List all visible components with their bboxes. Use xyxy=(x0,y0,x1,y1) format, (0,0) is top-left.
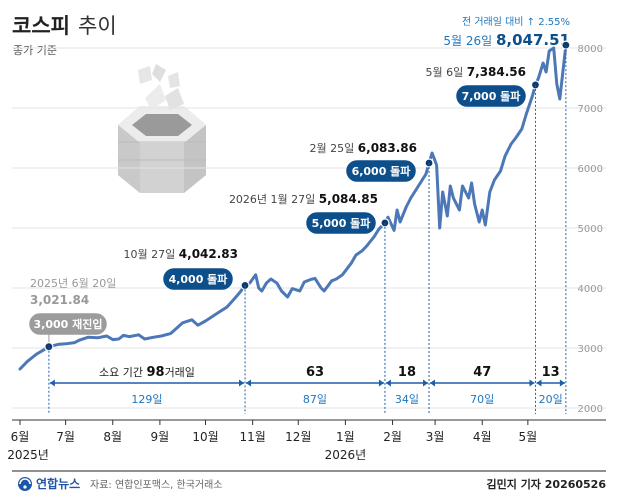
period-arrowhead xyxy=(385,379,391,387)
footer-source: 자료: 연합인포맥스, 한국거래소 xyxy=(90,479,223,491)
period-calendar-days: 87일 xyxy=(303,392,327,406)
annotations: 2025년 6월 20일 3,021.84 3,000 재진입 10월 27일 4,0… xyxy=(29,16,571,352)
period-trading-days: 13 xyxy=(542,365,560,380)
y-tick-label: 6000 xyxy=(578,164,603,175)
period-arrowhead xyxy=(239,379,245,387)
period-arrowhead xyxy=(529,379,535,387)
period-arrowhead xyxy=(423,379,429,387)
period-trading-days: 63 xyxy=(306,365,324,380)
annot-pill-gray-bg xyxy=(29,313,107,335)
y-tick-label: 2000 xyxy=(578,404,603,415)
annot-text-4: 5월 6일 7,384.56 xyxy=(426,65,526,79)
period-trading-days: 47 xyxy=(473,365,491,380)
x-axis: 6월 7월 8월 9월 10월 11월 12월 1월 2월 3월 4월 5월 2025년 2026년 xyxy=(7,419,606,462)
illustration-box-icon xyxy=(118,64,206,193)
annot-pill-4-bg xyxy=(456,85,526,107)
y-tick-label: 3000 xyxy=(578,344,603,355)
title-light: 추이 xyxy=(78,14,117,38)
title-bold: 코스피 xyxy=(12,14,70,38)
y-tick-label: 7000 xyxy=(578,104,603,115)
footer-credit: 김민지 기자 20260526 xyxy=(487,477,607,491)
x-year-label: 2026년 xyxy=(325,448,367,462)
kospi-line xyxy=(18,43,568,371)
final-value-label: 5월 26일 8,047.51 xyxy=(443,31,570,49)
annot-date-label: 2025년 6월 20일 xyxy=(30,276,116,290)
period-calendar-days: 70일 xyxy=(470,392,494,406)
final-change-note: 전 거래일 대비 ↑ 2.55% xyxy=(462,16,570,28)
x-tick-label: 9월 xyxy=(151,430,170,444)
x-tick-label: 8월 xyxy=(103,430,122,444)
y-grid xyxy=(12,47,606,409)
period-trading-days: 18 xyxy=(398,365,416,380)
period-bars: 소요 기간 98거래일 129일 63 87일 18 34일 47 70일 13 20일 xyxy=(48,45,567,414)
annot-text-3: 2월 25일 6,083.86 xyxy=(310,141,417,155)
x-tick-label: 1월 xyxy=(336,430,355,444)
x-tick-label: 6월 xyxy=(11,430,30,444)
x-tick-label: 7월 xyxy=(56,430,75,444)
x-tick-label: 4월 xyxy=(473,430,492,444)
period-arrowhead xyxy=(559,379,565,387)
y-tick-label: 5000 xyxy=(578,224,603,235)
x-tick-label: 12월 xyxy=(285,430,311,444)
yonhap-logo-icon xyxy=(18,477,32,491)
period-arrowhead xyxy=(49,379,55,387)
y-tick-label: 4000 xyxy=(578,284,603,295)
x-tick-label: 5월 xyxy=(519,430,538,444)
x-tick-label: 10월 xyxy=(192,430,218,444)
annot-pill-1: 4,000 돌파 xyxy=(169,272,229,286)
subtitle: 종가 기준 xyxy=(13,44,57,57)
period-calendar-days: 34일 xyxy=(395,392,419,406)
annot-value: 3,021.84 xyxy=(30,293,89,307)
annot-text-2: 2026년 1월 27일 5,084.85 xyxy=(229,192,378,206)
x-year-label: 2025년 xyxy=(7,448,49,462)
annot-pill-gray: 3,000 재진입 xyxy=(34,317,103,331)
annot-text-1: 10월 27일 4,042.83 xyxy=(124,247,238,261)
period-arrowhead xyxy=(378,379,384,387)
footer-logo: 연합뉴스 xyxy=(36,476,80,491)
y-tick-label: 8000 xyxy=(578,44,603,55)
annot-pill-2: 5,000 돌파 xyxy=(312,216,372,230)
x-tick-label: 11월 xyxy=(239,430,265,444)
annot-pill-2-bg xyxy=(306,212,376,234)
period-arrowhead xyxy=(536,379,542,387)
annot-pill-3: 6,000 돌파 xyxy=(352,164,412,178)
y-axis-labels: 2000 3000 4000 5000 6000 7000 8000 xyxy=(578,44,603,415)
annot-pill-4: 7,000 돌파 xyxy=(462,89,522,103)
period-arrowhead xyxy=(430,379,436,387)
annot-pill-3-bg xyxy=(346,160,416,182)
x-tick-label: 2월 xyxy=(383,430,402,444)
period-calendar-days: 20일 xyxy=(539,392,563,406)
x-tick-label: 3월 xyxy=(426,430,445,444)
annot-pill-1-bg xyxy=(163,268,233,290)
period-trading-days: 소요 기간 98거래일 xyxy=(99,365,195,380)
period-arrowhead xyxy=(246,379,252,387)
period-calendar-days: 129일 xyxy=(131,392,162,406)
